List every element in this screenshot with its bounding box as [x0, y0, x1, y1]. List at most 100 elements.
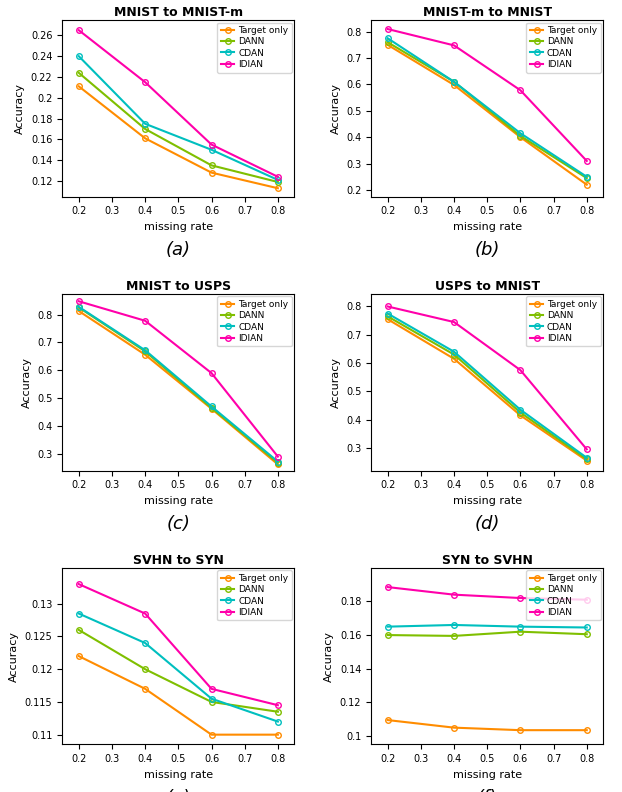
- IDIAN: [583, 444, 590, 454]
- CDAN: [384, 33, 391, 43]
- Line: DANN: DANN: [385, 314, 590, 462]
- X-axis label: missing rate: missing rate: [453, 222, 522, 232]
- Target only: [75, 82, 83, 91]
- Target only: [384, 40, 391, 50]
- IDIAN: [384, 302, 391, 311]
- Line: IDIAN: IDIAN: [76, 581, 281, 708]
- CDAN: [517, 622, 524, 631]
- Legend: Target only, DANN, CDAN, IDIAN: Target only, DANN, CDAN, IDIAN: [526, 296, 601, 346]
- X-axis label: missing rate: missing rate: [453, 496, 522, 506]
- DANN: [384, 37, 391, 47]
- CDAN: [384, 309, 391, 318]
- Line: IDIAN: IDIAN: [385, 584, 590, 603]
- DANN: [517, 408, 524, 417]
- DANN: [141, 124, 149, 134]
- Target only: [141, 350, 149, 360]
- IDIAN: [517, 365, 524, 375]
- IDIAN: [75, 296, 83, 306]
- Title: SYN to SVHN: SYN to SVHN: [442, 554, 532, 566]
- CDAN: [274, 717, 282, 726]
- Title: MNIST to MNIST-m: MNIST to MNIST-m: [114, 6, 243, 19]
- DANN: [75, 625, 83, 634]
- Title: SVHN to SYN: SVHN to SYN: [133, 554, 224, 566]
- Target only: [450, 80, 458, 89]
- Target only: [75, 307, 83, 316]
- Target only: [75, 651, 83, 661]
- IDIAN: [141, 609, 149, 619]
- CDAN: [583, 623, 590, 632]
- Target only: [583, 456, 590, 466]
- CDAN: [450, 347, 458, 356]
- CDAN: [75, 302, 83, 311]
- Text: (b): (b): [475, 241, 500, 259]
- X-axis label: missing rate: missing rate: [144, 222, 213, 232]
- CDAN: [141, 638, 149, 648]
- Line: DANN: DANN: [385, 629, 590, 638]
- IDIAN: [274, 700, 282, 710]
- IDIAN: [517, 86, 524, 95]
- IDIAN: [75, 25, 83, 35]
- CDAN: [141, 345, 149, 355]
- Y-axis label: Accuracy: Accuracy: [22, 356, 32, 408]
- Line: DANN: DANN: [76, 305, 281, 466]
- Line: DANN: DANN: [76, 627, 281, 714]
- CDAN: [450, 77, 458, 86]
- Line: Target only: Target only: [76, 84, 281, 191]
- Y-axis label: Accuracy: Accuracy: [9, 630, 19, 682]
- CDAN: [75, 609, 83, 619]
- DANN: [208, 161, 215, 170]
- Title: USPS to MNIST: USPS to MNIST: [435, 280, 540, 292]
- DANN: [274, 177, 282, 187]
- DANN: [450, 631, 458, 641]
- Target only: [384, 314, 391, 324]
- CDAN: [517, 128, 524, 138]
- Legend: Target only, DANN, CDAN, IDIAN: Target only, DANN, CDAN, IDIAN: [526, 570, 601, 620]
- Line: Target only: Target only: [385, 317, 590, 463]
- IDIAN: [274, 172, 282, 181]
- DANN: [141, 347, 149, 356]
- Line: CDAN: CDAN: [76, 611, 281, 725]
- Y-axis label: Accuracy: Accuracy: [330, 356, 340, 408]
- CDAN: [208, 694, 215, 703]
- Legend: Target only, DANN, CDAN, IDIAN: Target only, DANN, CDAN, IDIAN: [217, 570, 292, 620]
- Target only: [274, 184, 282, 193]
- X-axis label: missing rate: missing rate: [144, 770, 213, 780]
- DANN: [517, 131, 524, 141]
- CDAN: [274, 457, 282, 466]
- DANN: [450, 77, 458, 86]
- Y-axis label: Accuracy: Accuracy: [330, 82, 340, 134]
- DANN: [75, 303, 83, 312]
- Target only: [274, 459, 282, 469]
- IDIAN: [450, 40, 458, 50]
- IDIAN: [583, 156, 590, 166]
- Text: (a): (a): [166, 241, 191, 259]
- Line: CDAN: CDAN: [76, 304, 281, 464]
- Target only: [517, 132, 524, 142]
- Target only: [274, 730, 282, 740]
- DANN: [141, 664, 149, 674]
- Line: CDAN: CDAN: [385, 310, 590, 461]
- Text: (c): (c): [167, 515, 190, 533]
- IDIAN: [208, 368, 215, 378]
- Target only: [517, 410, 524, 420]
- Target only: [450, 723, 458, 733]
- Line: Target only: Target only: [385, 42, 590, 188]
- IDIAN: [274, 452, 282, 462]
- Target only: [583, 725, 590, 735]
- CDAN: [274, 175, 282, 185]
- IDIAN: [384, 25, 391, 34]
- CDAN: [517, 405, 524, 414]
- Line: IDIAN: IDIAN: [76, 299, 281, 459]
- DANN: [208, 697, 215, 706]
- DANN: [384, 311, 391, 321]
- Text: (d): (d): [475, 515, 500, 533]
- Line: CDAN: CDAN: [385, 623, 590, 630]
- CDAN: [141, 119, 149, 128]
- DANN: [274, 458, 282, 467]
- Line: IDIAN: IDIAN: [385, 303, 590, 452]
- Target only: [583, 180, 590, 189]
- IDIAN: [450, 590, 458, 600]
- Title: MNIST to USPS: MNIST to USPS: [126, 280, 231, 292]
- Target only: [208, 168, 215, 177]
- Line: IDIAN: IDIAN: [76, 28, 281, 180]
